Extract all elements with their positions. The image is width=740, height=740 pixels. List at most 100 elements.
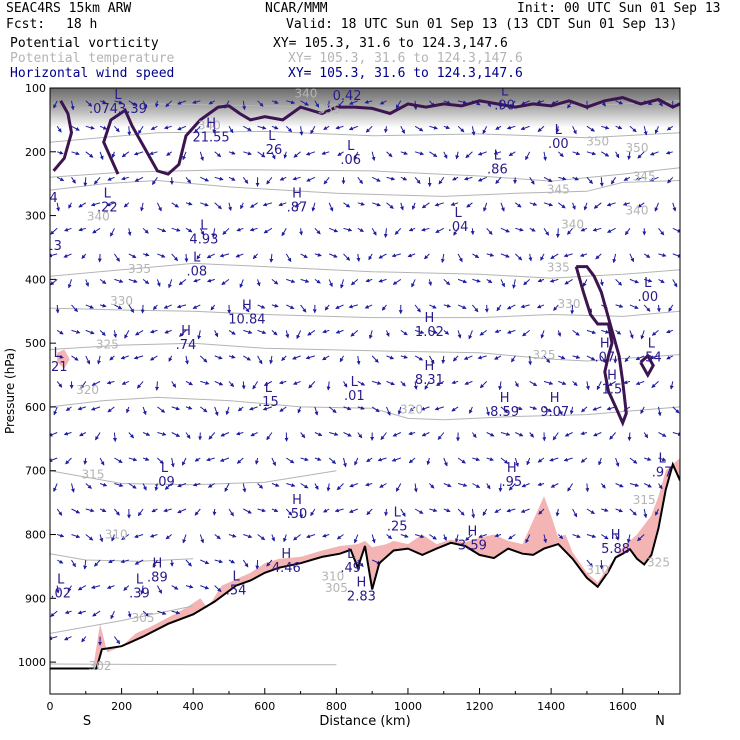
wind-arrow-560	[451, 406, 459, 412]
wind-arrow-598	[486, 457, 494, 462]
wind-arrow-641	[529, 177, 535, 185]
wind-arrow-259	[222, 227, 230, 235]
wind-arrow-700	[570, 304, 575, 315]
wind-arrow-269	[224, 483, 230, 492]
wind-arrow-498	[411, 202, 416, 210]
wind-arrow-323	[262, 406, 273, 411]
pv-extremum-value-4: 4.46	[272, 561, 301, 576]
wind-arrow-571	[470, 228, 475, 236]
wind-arrow-191	[169, 559, 174, 567]
wind-arrow-214	[192, 100, 201, 104]
wind-arrow-807	[658, 227, 665, 236]
x-axis-title: Distance (km)	[319, 714, 410, 729]
wind-arrow-401	[322, 533, 330, 538]
pv-extremum-value-34: .26	[262, 143, 283, 158]
wind-arrow-50	[81, 253, 87, 260]
wind-arrow-236	[214, 151, 222, 158]
wind-arrow-693	[572, 126, 577, 135]
wind-arrow-469	[386, 380, 395, 386]
wind-arrow-795	[635, 380, 645, 386]
pv-extremum-marker-15: H	[550, 391, 560, 406]
wind-arrow-660	[543, 202, 554, 207]
wind-arrow-286	[235, 431, 244, 436]
wind-arrow-816	[658, 457, 667, 462]
wind-arrow-691	[557, 534, 564, 540]
wind-arrow-635	[508, 483, 516, 491]
wind-arrow-426	[356, 253, 361, 262]
wind-arrow-707	[567, 483, 574, 492]
wind-arrow-708	[572, 508, 578, 518]
wind-arrow-657	[537, 125, 545, 133]
wind-arrow-218	[200, 202, 209, 207]
wind-arrow-503	[414, 329, 425, 335]
wind-arrow-280	[239, 279, 244, 289]
wind-arrow-721	[585, 381, 590, 391]
wind-arrow-404	[337, 151, 344, 157]
wind-arrow-184	[171, 381, 177, 388]
wind-arrow-137	[142, 252, 150, 257]
y-tick-label-400: 400	[25, 273, 46, 286]
wind-arrow-312	[271, 125, 279, 130]
y-tick-label-1000: 1000	[18, 656, 46, 669]
theta-label-13: 345	[633, 170, 656, 184]
wind-arrow-60	[85, 508, 95, 513]
wind-arrow-723	[580, 431, 588, 436]
wind-arrow-98	[109, 355, 115, 361]
wind-arrow-48	[78, 202, 87, 208]
y-axis-title: Pressure (hPa)	[3, 348, 17, 434]
wind-arrow-626	[514, 253, 523, 261]
wind-arrow-629	[506, 329, 516, 334]
wind-arrow-43	[63, 636, 72, 641]
wind-arrow-440	[365, 125, 373, 133]
wind-arrow-697	[567, 227, 573, 235]
pv-extremum-marker-37: L	[501, 85, 509, 100]
wind-arrow-223	[197, 330, 202, 340]
wind-arrow-813	[651, 381, 659, 388]
field-name-theta: Potential temperature	[10, 51, 175, 66]
wind-arrow-225	[200, 380, 210, 385]
wind-arrow-441	[371, 151, 376, 162]
wind-arrow-749	[615, 125, 623, 130]
wind-arrow-182	[164, 329, 172, 334]
y-tick-label-300: 300	[25, 210, 46, 223]
wind-arrow-58	[83, 457, 88, 465]
wind-arrow-192	[171, 585, 179, 590]
wind-arrow-611	[494, 329, 502, 334]
wind-arrow-684	[558, 355, 566, 360]
wind-arrow-551	[452, 176, 459, 181]
wind-arrow-447	[364, 304, 373, 309]
wind-arrow-37	[70, 483, 75, 493]
pv-extremum-marker-19: H	[607, 368, 617, 383]
theta-label-8: 340	[87, 210, 110, 224]
wind-arrow-599	[486, 483, 491, 490]
wind-arrow-278	[236, 227, 244, 232]
wind-arrow-313	[271, 151, 276, 160]
wind-arrow-591	[486, 278, 493, 284]
wind-arrow-302	[257, 355, 263, 365]
wind-arrow-419	[336, 534, 344, 540]
wind-arrow-830	[669, 381, 674, 390]
wind-arrow-437	[353, 534, 359, 544]
wind-arrow-245	[214, 380, 224, 386]
wind-arrow-659	[543, 176, 553, 182]
wind-arrow-125	[128, 483, 137, 489]
wind-arrow-540	[441, 355, 446, 364]
wind-arrow-673	[543, 534, 548, 544]
wind-arrow-450	[372, 380, 382, 385]
pv-extremum-marker-0: L	[57, 573, 65, 588]
wind-arrow-238	[214, 202, 222, 210]
field-name-pv: Potential vorticity	[10, 36, 159, 51]
wind-arrow-495	[414, 125, 424, 132]
wind-arrow-288	[242, 483, 247, 493]
wind-arrow-513	[429, 125, 438, 130]
wind-arrow-730	[601, 125, 610, 130]
wind-arrow-152	[154, 100, 159, 108]
wind-arrow-461	[386, 176, 396, 181]
theta-isentrope-340	[50, 179, 680, 197]
wind-arrow-586	[477, 151, 487, 156]
wind-arrow-683	[557, 330, 562, 337]
wind-arrow-588	[483, 202, 488, 212]
y-tick-label-700: 700	[25, 465, 46, 478]
wind-arrow-4	[56, 202, 61, 212]
wind-arrow-255	[228, 126, 234, 134]
